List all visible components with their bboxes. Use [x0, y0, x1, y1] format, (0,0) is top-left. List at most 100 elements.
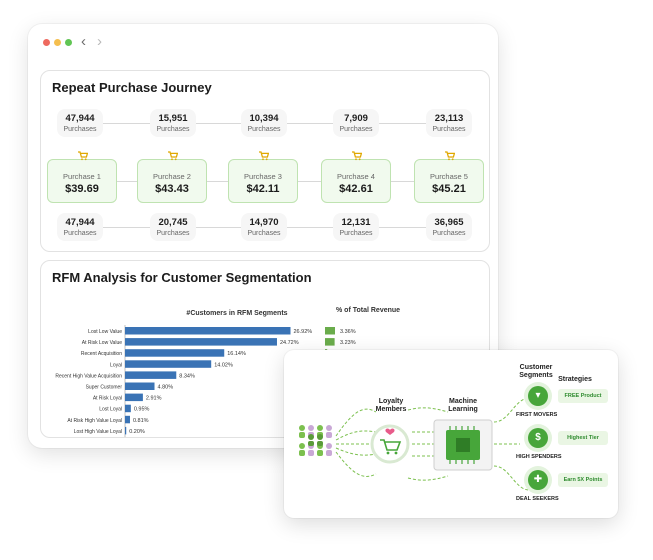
data-label: 0.95% — [134, 407, 150, 413]
purchase-step-5[interactable]: Purchase 5 $45.21 — [414, 151, 484, 203]
bottom-stat-box: 36,965 Purchases — [426, 213, 472, 241]
machine-learning-label: Machine Learning — [448, 398, 478, 413]
strategy-badge[interactable]: Highest Tier — [558, 431, 608, 445]
maximize-window-dot[interactable] — [65, 39, 72, 46]
category-label: At Risk High Value Loyal — [67, 418, 122, 424]
stat-value: 15,951 — [158, 113, 188, 124]
purchase-label: Purchase 2 — [153, 172, 191, 181]
minimize-window-dot[interactable] — [54, 39, 61, 46]
stat-value: 7,909 — [344, 113, 368, 124]
data-bar — [125, 349, 225, 357]
loyalty-members-label: Loyalty Members — [375, 398, 407, 413]
category-label: Lost Low Value — [88, 329, 122, 335]
segment-name: HIGH SPENDERS — [516, 454, 562, 460]
category-label: Lost Loyal — [99, 407, 122, 413]
shopping-cart-icon — [445, 151, 455, 161]
forward-arrow-icon[interactable]: › — [97, 33, 102, 50]
data-bar — [125, 382, 155, 390]
strategies-label: Strategies — [558, 376, 592, 383]
data-label: 26.92% — [294, 329, 313, 335]
revenue-data-label: 3.23% — [340, 340, 356, 346]
bottom-stat-box: 14,970 Purchases — [241, 213, 287, 241]
data-bar — [125, 426, 127, 435]
data-label: 16.14% — [227, 351, 246, 357]
purchase-value: $42.11 — [246, 183, 280, 195]
stat-value: 47,944 — [65, 113, 95, 124]
purchase-label: Purchase 5 — [430, 172, 468, 181]
data-label: 0.20% — [129, 429, 145, 435]
purchase-label: Purchase 1 — [63, 172, 101, 181]
purchase-value: $42.61 — [339, 183, 373, 195]
window-titlebar: ‹ › — [28, 24, 498, 60]
stat-value: 20,745 — [158, 217, 188, 228]
data-bar — [125, 371, 177, 379]
purchase-value: $39.69 — [65, 183, 99, 195]
flow-connectors — [335, 397, 529, 491]
revenue-bar — [325, 338, 335, 346]
stat-value: 23,113 — [434, 113, 464, 124]
purchase-value: $43.43 — [155, 183, 189, 195]
shopping-cart-icon — [352, 151, 362, 161]
bottom-stat-box: 20,745 Purchases — [150, 213, 196, 241]
stat-label: Purchases — [432, 230, 466, 237]
strategy-badge[interactable]: FREE Product — [558, 389, 608, 403]
customers-group-icon — [299, 425, 332, 456]
loyalty-cart-icon — [370, 424, 410, 464]
shopping-cart-icon — [259, 151, 269, 161]
data-label: 14.02% — [214, 362, 233, 368]
strategy-badge[interactable]: Earn 5X Points — [558, 473, 608, 487]
top-stat-box: 23,113 Purchases — [426, 109, 472, 137]
purchase-step-4[interactable]: Purchase 4 $42.61 — [321, 151, 391, 203]
bag-icon: ▾ — [528, 386, 548, 406]
back-arrow-icon[interactable]: ‹ — [81, 33, 86, 50]
data-label: 4.80% — [158, 385, 174, 391]
bottom-stat-box: 47,944 Purchases — [57, 213, 103, 241]
stat-value: 36,965 — [434, 217, 464, 228]
shopping-cart-icon — [78, 151, 88, 161]
stat-value: 12,131 — [341, 217, 371, 228]
top-stat-box: 47,944 Purchases — [57, 109, 103, 137]
top-stat-box: 10,394 Purchases — [241, 109, 287, 137]
data-label: 24.72% — [280, 340, 299, 346]
data-bar — [125, 415, 130, 424]
customer-segments-label: Customer Segments — [519, 364, 553, 379]
segment-name: DEAL SEEKERS — [516, 496, 559, 502]
rfm-bar-chart: #Customers in RFM Segments Lost Low Value… — [55, 310, 356, 437]
stat-label: Purchases — [247, 230, 281, 237]
data-label: 8.34% — [179, 373, 195, 379]
gift-icon: ✚ — [528, 470, 548, 490]
data-label: 0.81% — [133, 418, 149, 424]
stat-label: Purchases — [432, 126, 466, 133]
data-label: 2.91% — [146, 396, 162, 402]
stat-label: Purchases — [156, 230, 190, 237]
shopping-cart-icon — [168, 151, 178, 161]
data-bar — [125, 327, 291, 335]
stat-value: 47,944 — [65, 217, 95, 228]
stat-label: Purchases — [339, 230, 373, 237]
rfm-title: RFM Analysis for Customer Segmentation — [52, 270, 312, 285]
purchase-step-3[interactable]: Purchase 3 $42.11 — [228, 151, 298, 203]
revenue-chart-title: % of Total Revenue — [336, 307, 401, 314]
purchase-label: Purchase 3 — [244, 172, 282, 181]
stat-label: Purchases — [339, 126, 373, 133]
segmentation-panel: Loyalty Members Machine Learning Customer S… — [284, 350, 618, 518]
stat-label: Purchases — [63, 230, 97, 237]
category-label: Lost High Value Loyal — [74, 429, 122, 435]
segment-name: FIRST MOVERS — [516, 412, 558, 418]
data-bar — [125, 404, 131, 413]
category-label: Recent High Value Acquisition — [55, 373, 122, 379]
stat-value: 10,394 — [249, 113, 279, 124]
category-label: At Risk Low Value — [82, 340, 122, 346]
category-label: Recent Acquisition — [81, 351, 122, 357]
category-label: At Risk Loyal — [93, 396, 122, 402]
bottom-stat-box: 12,131 Purchases — [333, 213, 379, 241]
stat-label: Purchases — [156, 126, 190, 133]
purchase-step-1[interactable]: Purchase 1 $39.69 — [47, 151, 117, 203]
purchase-step-2[interactable]: Purchase 2 $43.43 — [137, 151, 207, 203]
data-bar — [125, 360, 212, 368]
stat-value: 14,970 — [249, 217, 279, 228]
category-label: Super Customer — [86, 385, 123, 391]
close-window-dot[interactable] — [43, 39, 50, 46]
top-stat-box: 7,909 Purchases — [333, 109, 379, 137]
purchase-label: Purchase 4 — [337, 172, 375, 181]
